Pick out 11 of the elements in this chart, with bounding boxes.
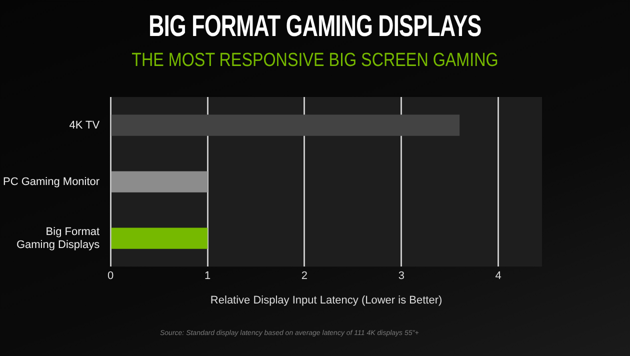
chart-subtitle: THE MOST RESPONSIVE BIG SCREEN GAMING [130,50,500,72]
y-tick-label: PC Gaming Monitor [2,176,100,188]
chart-title: BIG FORMAT GAMING DISPLAYS [148,10,482,44]
x-tick-label: 4 [495,270,502,282]
x-tick-label: 1 [204,270,211,282]
y-tick-label: Big Format Gaming Displays [16,226,100,251]
y-tick-label: 4K TV [69,119,100,132]
x-tick-label: 3 [398,270,404,282]
x-axis-title: Relative Display Input Latency (Lower is Better) [210,294,442,306]
x-tick-label: 2 [301,270,308,282]
x-tick-label: 0 [108,270,114,282]
